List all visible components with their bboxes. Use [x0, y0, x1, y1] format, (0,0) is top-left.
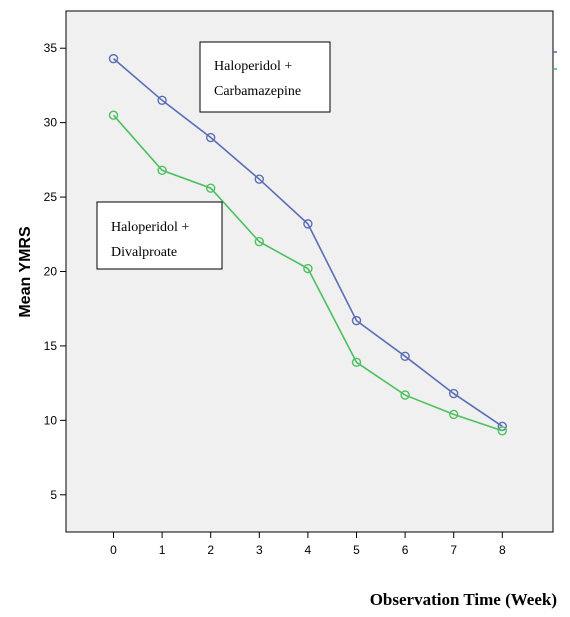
- legend-marks: [553, 51, 557, 70]
- data-point-1: [205, 183, 216, 193]
- data-point-0: [254, 174, 264, 184]
- annotation-divalproate-line-1: Haloperidol +: [111, 220, 189, 235]
- x-axis-title: Observation Time (Week): [370, 590, 557, 609]
- data-point-0: [303, 219, 313, 229]
- y-tick-label: 25: [44, 190, 58, 204]
- y-axis-title: Mean YMRS: [17, 226, 34, 318]
- y-tick-label: 30: [44, 116, 58, 130]
- x-tick-label: 2: [207, 543, 214, 557]
- y-tick-label: 5: [50, 488, 57, 502]
- y-tick-label: 15: [44, 339, 58, 353]
- annotation-carbamazepine-line-2: Carbamazepine: [214, 84, 301, 99]
- data-point-0: [108, 53, 119, 64]
- x-tick-label: 3: [256, 543, 263, 557]
- data-point-1: [108, 110, 119, 120]
- data-point-1: [449, 409, 459, 420]
- annotation-box-divalproate: Haloperidol + Divalproate: [96, 201, 223, 270]
- x-axis: 0 1 2 3 4 5 6 7 8: [110, 532, 506, 557]
- x-tick-label: 8: [499, 543, 506, 557]
- data-point-1: [497, 426, 507, 436]
- series-layer: [108, 53, 507, 436]
- data-point-1: [303, 263, 313, 274]
- data-point-1: [254, 237, 264, 247]
- x-tick-label: 5: [353, 543, 360, 557]
- annotation-box-divalproate-frame: [96, 201, 223, 270]
- data-point-1: [400, 390, 410, 400]
- data-point-0: [400, 351, 410, 362]
- annotation-divalproate-line-2: Divalproate: [111, 245, 177, 260]
- annotation-box-carbamazepine: Haloperidol + Carbamazepine: [199, 41, 331, 113]
- annotation-carbamazepine-line-1: Haloperidol +: [214, 59, 292, 74]
- data-point-0: [449, 388, 459, 399]
- x-tick-label: 0: [110, 543, 117, 557]
- data-point-0: [205, 132, 216, 143]
- y-tick-label: 10: [44, 413, 58, 427]
- series-line-1: [112, 114, 503, 432]
- y-tick-label: 35: [44, 41, 58, 55]
- y-tick-label: 20: [44, 265, 58, 279]
- data-point-0: [351, 315, 362, 326]
- data-point-1: [157, 165, 167, 175]
- data-point-0: [157, 95, 167, 106]
- x-tick-label: 1: [159, 543, 166, 557]
- series-line-0: [112, 57, 503, 427]
- x-tick-label: 4: [305, 543, 312, 557]
- x-tick-label: 7: [450, 543, 457, 557]
- x-tick-label: 6: [402, 543, 409, 557]
- y-axis: 5 10 15 20 25 30 35: [44, 41, 66, 502]
- annotation-box-carbamazepine-frame: [199, 41, 331, 113]
- data-point-1: [351, 357, 362, 368]
